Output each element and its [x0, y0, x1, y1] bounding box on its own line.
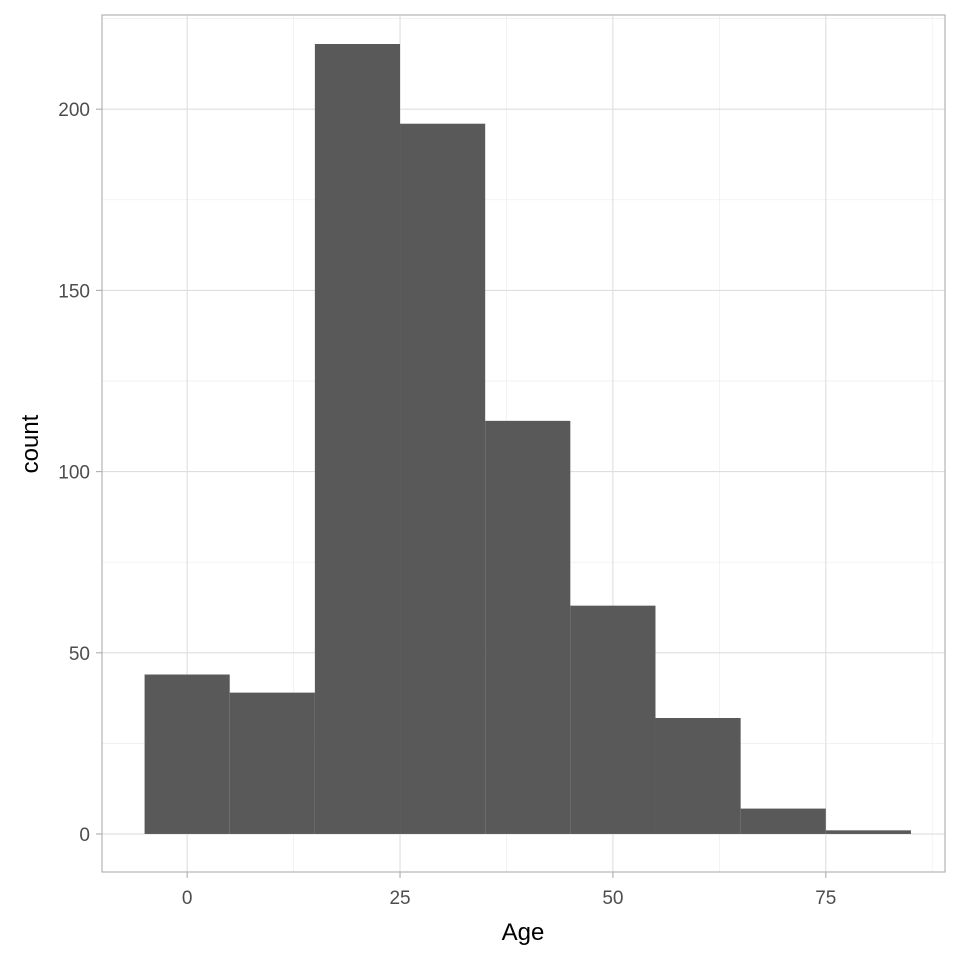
histogram-bar: [314, 43, 401, 834]
x-tick-label: 25: [389, 888, 410, 909]
y-tick-label: 50: [69, 644, 90, 665]
tick-layer: 0 25 50 75 0 50 100 150 200: [58, 100, 836, 909]
x-tick-label: 0: [182, 888, 193, 909]
x-tick-label: 50: [602, 888, 623, 909]
histogram-bar: [740, 808, 826, 834]
histogram-bar: [485, 420, 571, 834]
histogram-bar: [655, 717, 741, 834]
y-tick-label: 0: [79, 825, 90, 846]
x-tick-label: 75: [815, 888, 836, 909]
histogram-bar: [825, 830, 911, 834]
y-tick-label: 200: [58, 100, 90, 121]
histogram-bar: [400, 123, 486, 834]
panel-border: [101, 14, 946, 873]
x-axis-title: Age: [502, 919, 545, 946]
histogram-bar: [570, 605, 656, 834]
histogram-bar: [144, 674, 230, 834]
bar-layer: [144, 43, 911, 834]
y-axis-title: count: [17, 414, 44, 473]
y-tick-label: 150: [58, 281, 90, 302]
y-tick-label: 100: [58, 463, 90, 484]
histogram-bar: [229, 692, 315, 834]
